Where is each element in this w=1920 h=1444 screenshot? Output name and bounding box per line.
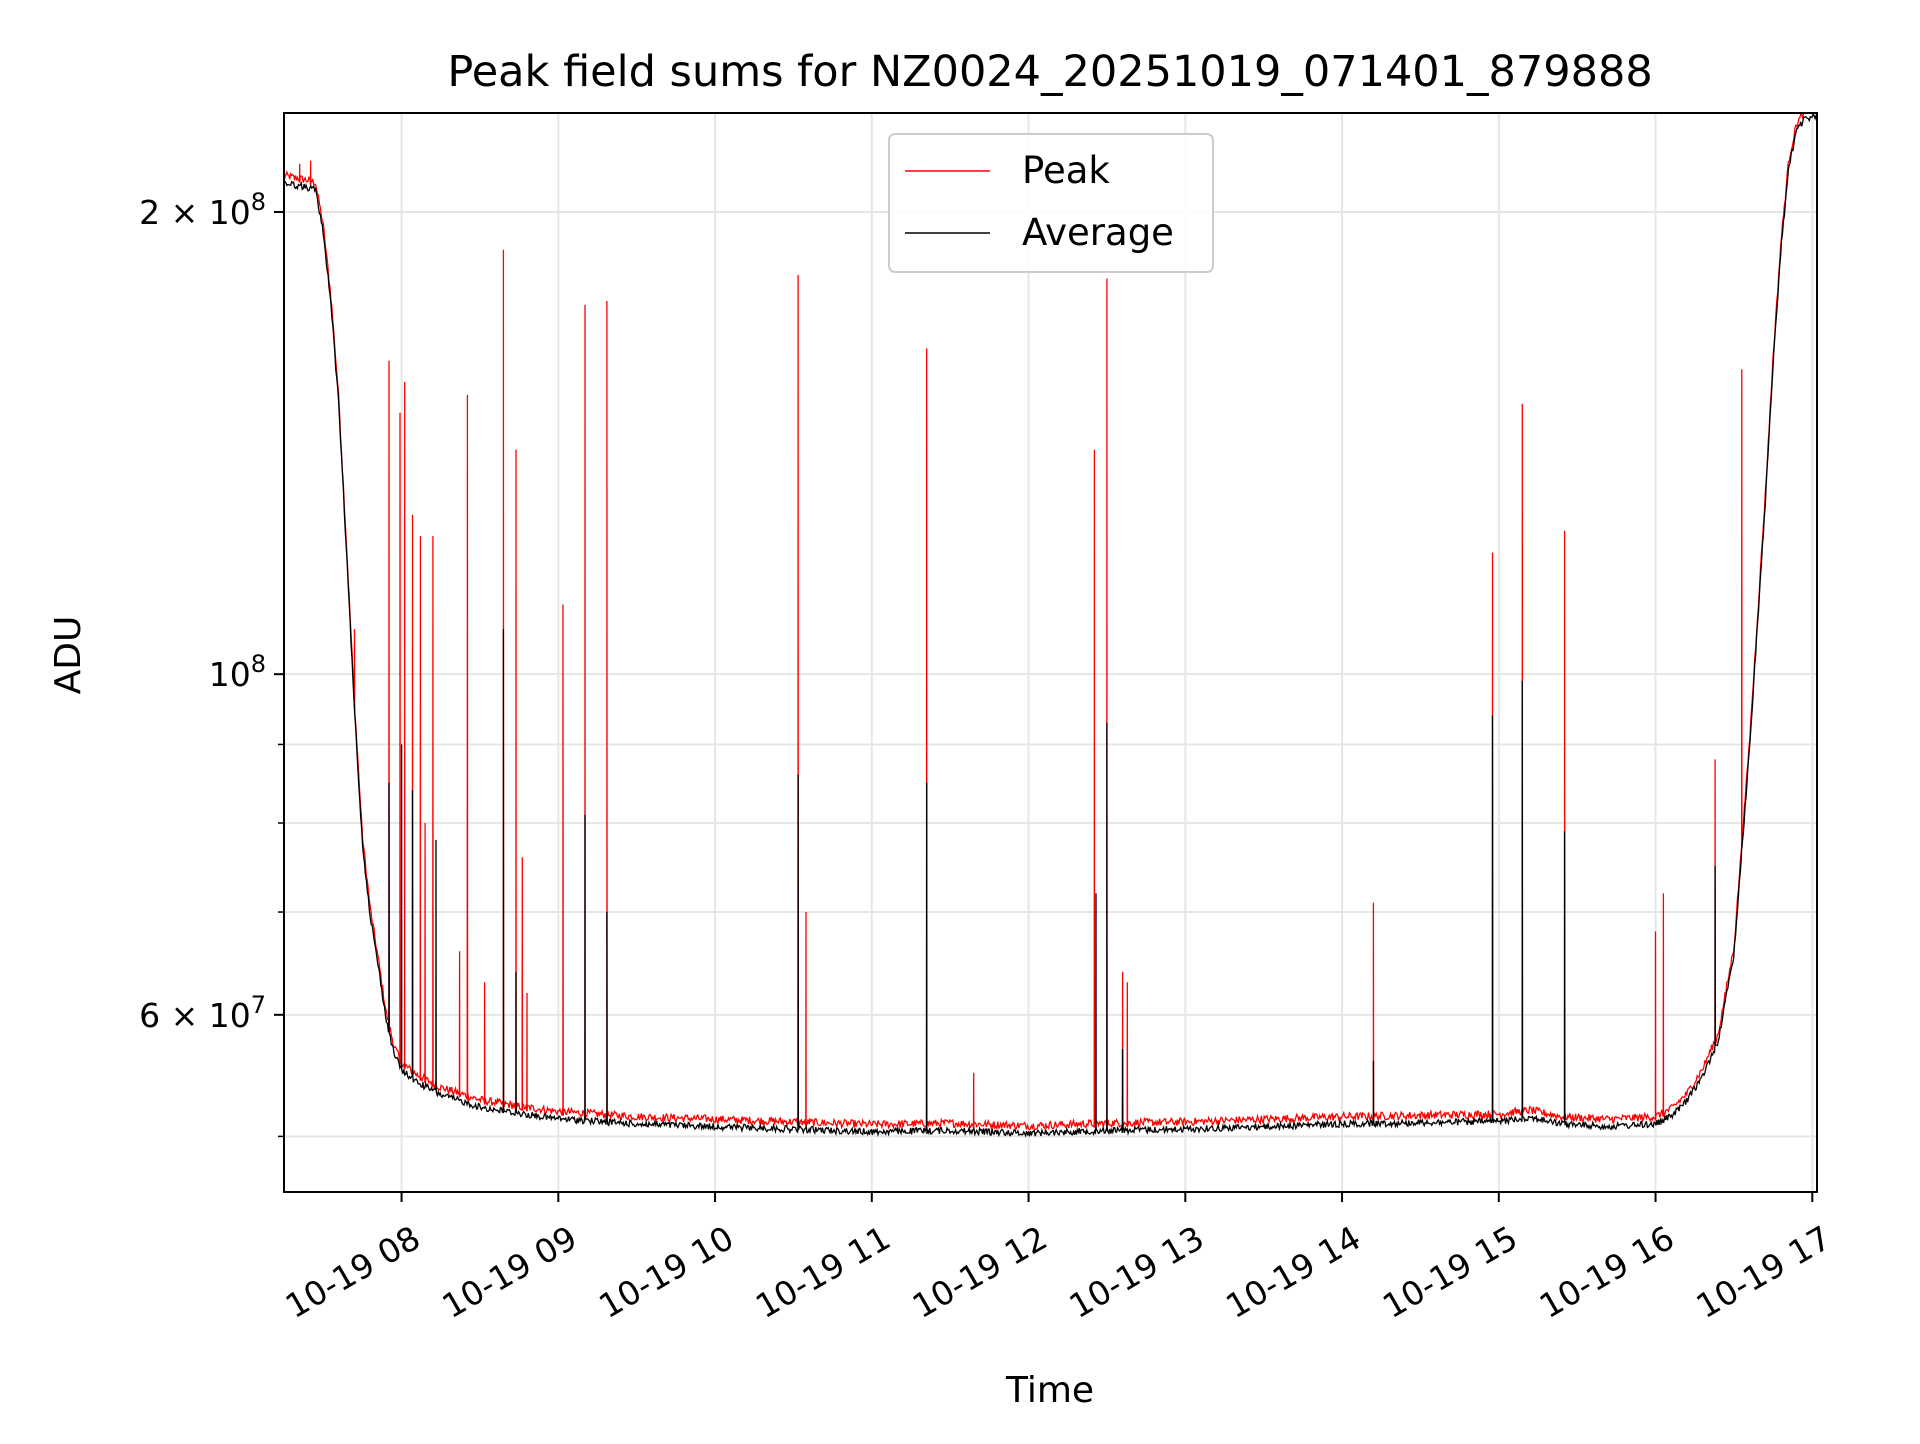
x-tick-label: 10-19 15 [1376,1218,1524,1326]
legend-average-label: Average [1022,211,1174,254]
chart-title: Peak field sums for NZ0024_20251019_0714… [447,47,1652,97]
average-series-line [283,112,1818,1138]
legend-box [888,133,1214,273]
x-tick-label: 10-19 09 [436,1218,584,1326]
y-tick-label: 6 × 107 [139,991,266,1035]
legend-peak-label: Peak [1022,149,1110,192]
x-tick-label: 10-19 12 [906,1218,1054,1326]
legend: Peak Average [888,133,1214,273]
x-tick-label: 10-19 08 [279,1218,427,1326]
x-tick-label: 10-19 17 [1690,1218,1838,1326]
x-tick-label: 10-19 11 [749,1218,897,1326]
y-axis-label: ADU [48,616,89,695]
x-tick-label: 10-19 13 [1063,1218,1211,1326]
y-tick-label: 2 × 108 [139,188,266,232]
plot-series [283,112,1818,1138]
y-tick-label: 108 [209,650,266,694]
grid [284,113,1817,1192]
x-tick-label: 10-19 14 [1219,1218,1367,1326]
x-tick-label: 10-19 10 [592,1218,740,1326]
plot-frame [283,112,1818,1193]
x-tick-label: 10-19 16 [1533,1218,1681,1326]
x-axis-label: Time [1005,1370,1094,1411]
axis-ticks: 10-19 08 10-19 09 10-19 10 10-19 11 10-19 12… [139,188,1837,1326]
